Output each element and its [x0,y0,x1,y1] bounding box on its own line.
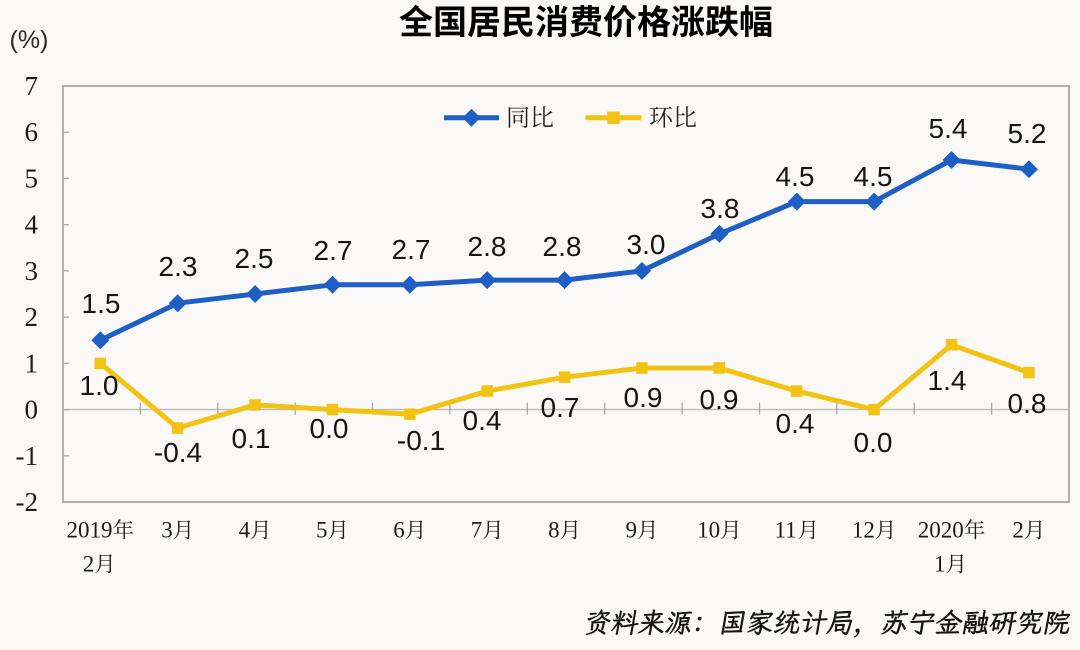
svg-text:2.7: 2.7 [314,235,353,266]
svg-text:1: 1 [934,552,946,577]
svg-text:10: 10 [697,518,720,543]
svg-text:-0.1: -0.1 [397,425,445,456]
svg-text:2019: 2019 [67,518,113,543]
svg-text:(%): (%) [10,26,49,54]
svg-text:5.2: 5.2 [1008,118,1047,149]
svg-text:0.1: 0.1 [232,423,271,454]
svg-text:1: 1 [25,348,39,378]
svg-text:3.0: 3.0 [627,229,666,260]
svg-text:2: 2 [1012,518,1024,543]
svg-text:5: 5 [316,518,328,543]
svg-text:7: 7 [25,71,39,101]
svg-text:12: 12 [852,518,875,543]
svg-text:0.9: 0.9 [624,382,663,413]
svg-text:5.4: 5.4 [929,113,968,144]
svg-text:6: 6 [25,117,39,147]
svg-text:4.5: 4.5 [776,161,815,192]
svg-text:1.0: 1.0 [80,370,119,401]
svg-text:3: 3 [161,518,173,543]
svg-text:0: 0 [25,395,39,425]
svg-text:0.4: 0.4 [463,405,502,436]
svg-text:2: 2 [83,552,95,577]
svg-text:8: 8 [548,518,560,543]
svg-text:0.0: 0.0 [310,413,349,444]
svg-text:0.4: 0.4 [776,408,815,439]
svg-text:-0.4: -0.4 [154,437,202,468]
svg-text:0.7: 0.7 [541,392,580,423]
svg-text:4: 4 [25,210,39,240]
svg-text:0.0: 0.0 [854,427,893,458]
svg-text:3: 3 [25,256,39,286]
svg-text:4.5: 4.5 [854,161,893,192]
svg-text:6: 6 [393,518,405,543]
svg-text:0.8: 0.8 [1008,388,1047,419]
svg-text:2: 2 [25,302,39,332]
svg-text:7: 7 [471,518,483,543]
svg-text:-2: -2 [16,487,39,517]
svg-text:3.8: 3.8 [701,193,740,224]
svg-text:2.8: 2.8 [468,231,507,262]
svg-text:4: 4 [239,518,251,543]
svg-text:2020: 2020 [918,518,964,543]
svg-text:2.8: 2.8 [543,231,582,262]
svg-text:9: 9 [626,518,638,543]
svg-text:1.4: 1.4 [928,365,967,396]
svg-text:2.5: 2.5 [235,243,274,274]
svg-text:1.5: 1.5 [82,288,121,319]
svg-text:2.7: 2.7 [392,234,431,265]
svg-text:0.9: 0.9 [700,384,739,415]
svg-text:2.3: 2.3 [159,251,198,282]
svg-text:-1: -1 [16,441,39,471]
svg-text:5: 5 [25,163,39,193]
svg-text:11: 11 [775,518,797,543]
